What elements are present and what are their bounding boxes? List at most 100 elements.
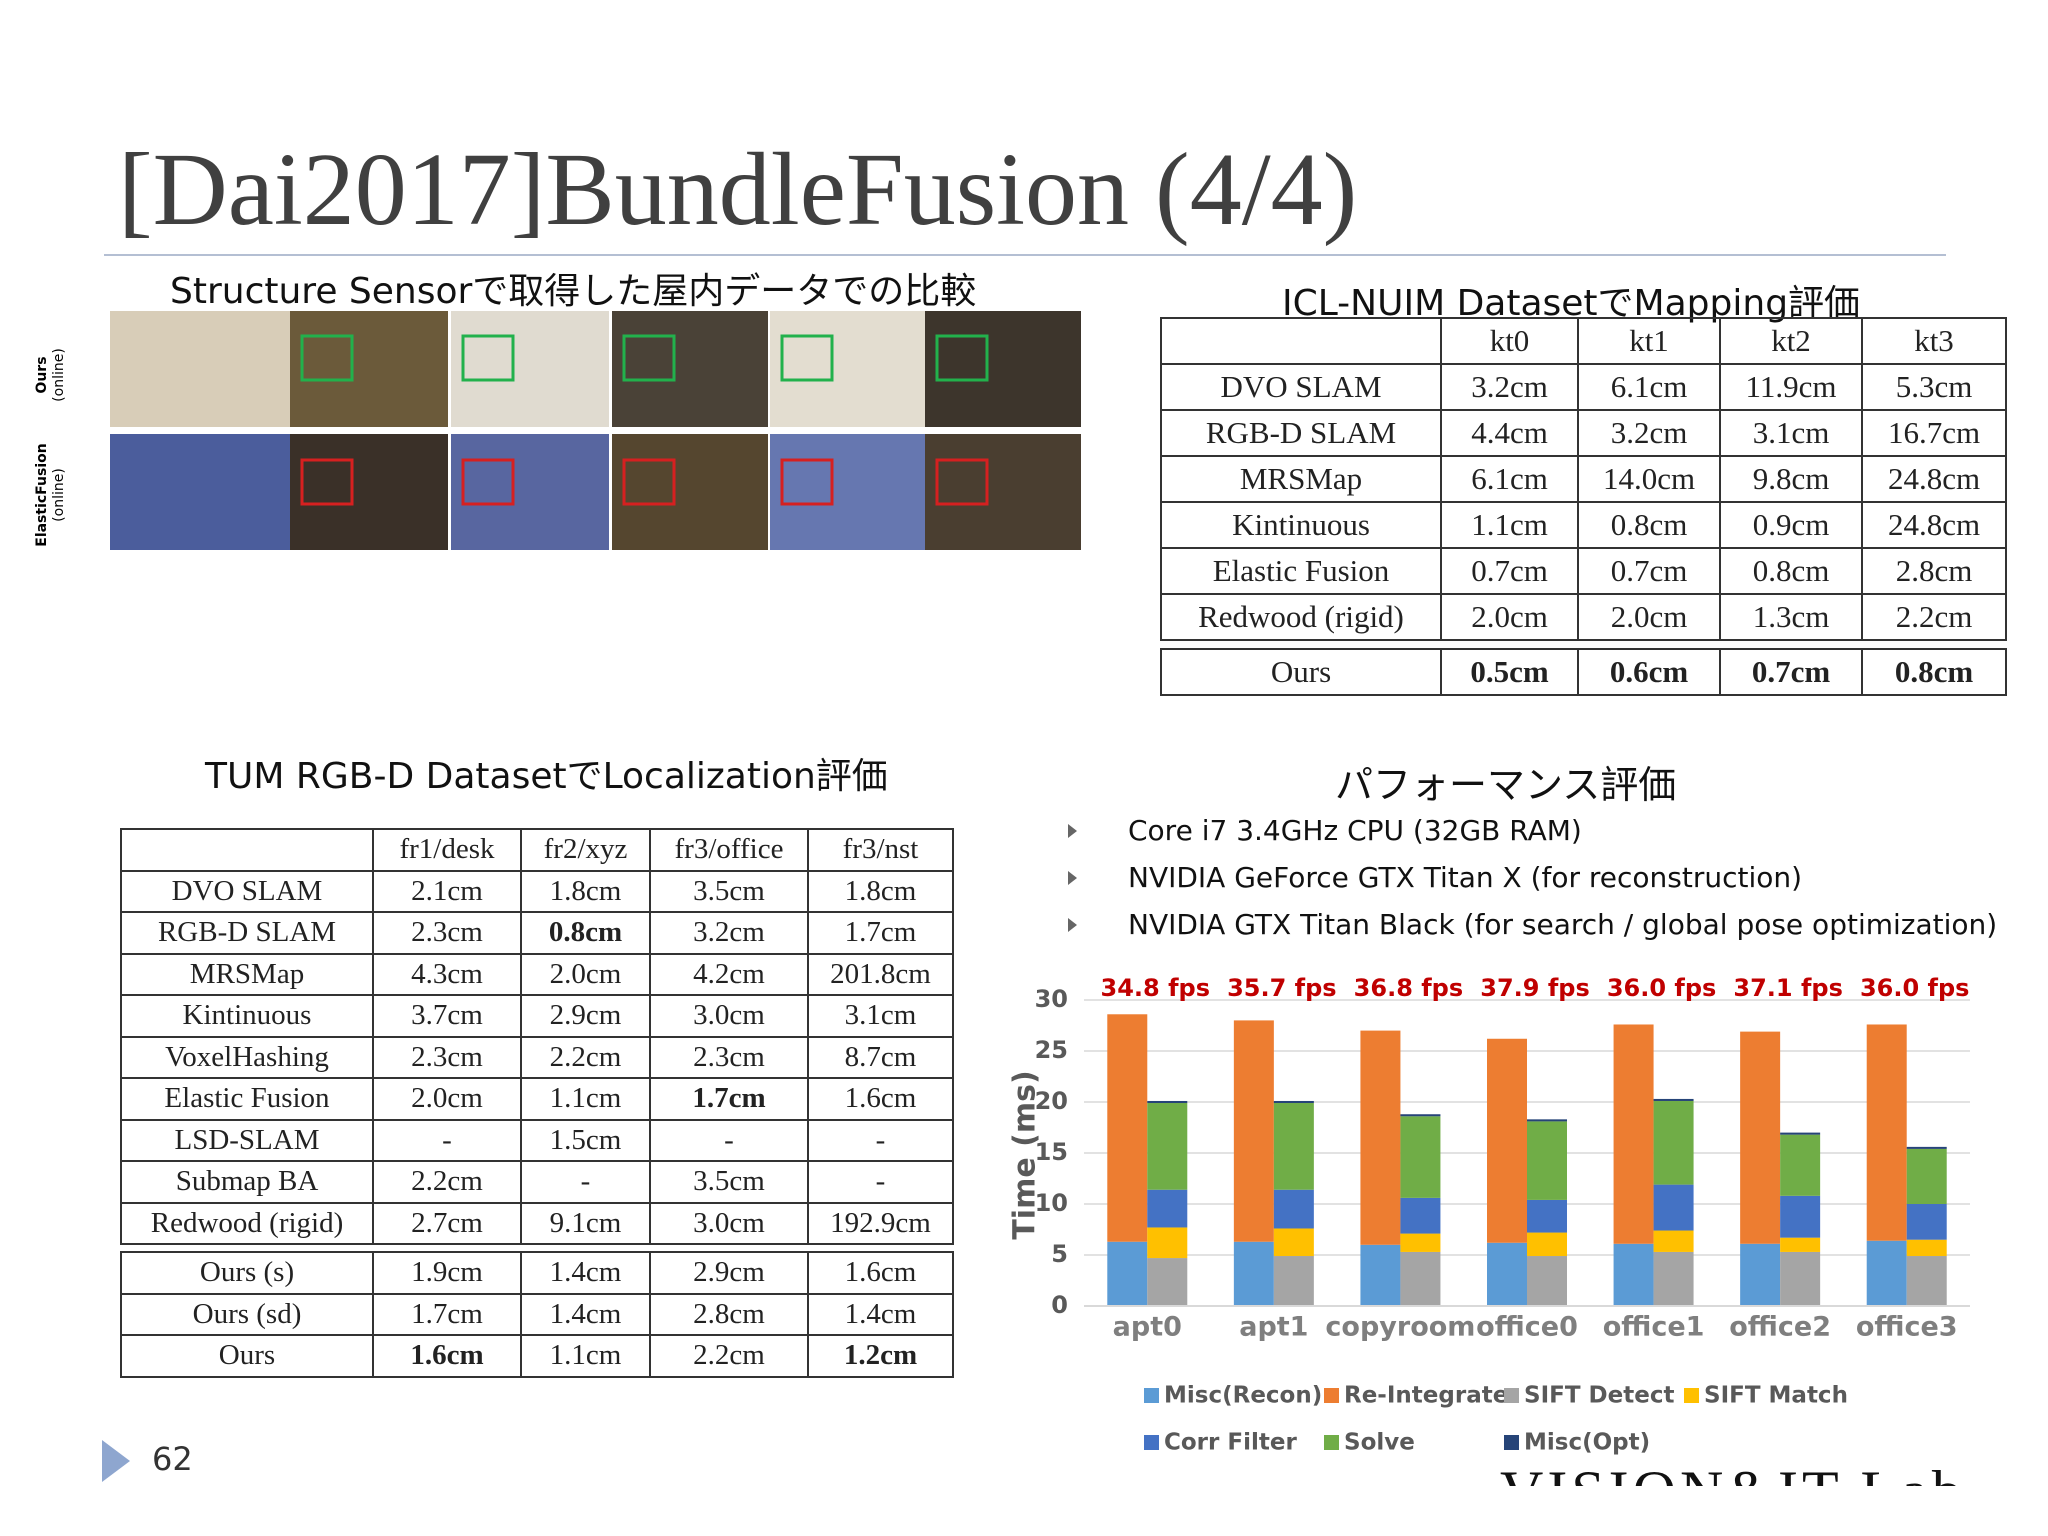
caption: Structure Sensorで取得した屋内データでの比較 bbox=[170, 271, 977, 312]
bar-segment bbox=[1233, 1020, 1274, 1242]
highlight-box bbox=[461, 334, 515, 382]
row-label: DVO SLAM bbox=[1160, 363, 1442, 411]
bar-segment bbox=[1487, 1242, 1527, 1306]
annotation: 37.9 fps bbox=[1480, 974, 1589, 1002]
cell: 0.5cm bbox=[1440, 648, 1579, 696]
legend-label: Corr Filter bbox=[1164, 1430, 1297, 1456]
image-bottom bbox=[925, 434, 1081, 550]
bar-segment bbox=[1273, 1103, 1314, 1190]
cell: 1.5cm bbox=[520, 1118, 651, 1162]
slide-title: [Dai2017]BundleFusion (4/4) bbox=[118, 132, 1358, 247]
bar-segment bbox=[1780, 1251, 1821, 1306]
table: Ours (s) 1.9cm 1.4cm 2.9cm 1.6cm Ours (sd) 1.7… bbox=[120, 1251, 954, 1378]
y-tick-label: 25 bbox=[1035, 1036, 1068, 1064]
cell: 2.8cm bbox=[1861, 547, 2007, 595]
bar-segment bbox=[1273, 1100, 1314, 1104]
legend-swatch bbox=[1324, 1435, 1339, 1450]
cell: 1.3cm bbox=[1719, 593, 1863, 641]
legend-swatch bbox=[1144, 1435, 1159, 1450]
x-tick-label: apt0 bbox=[1113, 1312, 1182, 1343]
highlight-box bbox=[935, 458, 989, 506]
bar-segment bbox=[1273, 1228, 1314, 1257]
cell: 4.4cm bbox=[1440, 409, 1579, 457]
legend-swatch bbox=[1504, 1435, 1519, 1450]
table-row: DVO SLAM 2.1cm 1.8cm 3.5cm 1.8cm bbox=[120, 869, 954, 913]
cell: 192.9cm bbox=[807, 1201, 954, 1245]
bar-segment bbox=[1487, 1038, 1527, 1243]
x-tick-label: copyroom bbox=[1325, 1312, 1475, 1343]
table-row: Ours 0.5cm 0.6cm 0.7cm 0.8cm bbox=[1160, 648, 2007, 696]
y-tick-label: 15 bbox=[1035, 1138, 1068, 1166]
annotation: 37.1 fps bbox=[1733, 974, 1842, 1002]
cell: 0.6cm bbox=[1577, 648, 1721, 696]
highlight-box bbox=[300, 334, 354, 382]
bar-segment bbox=[1527, 1199, 1567, 1233]
legend-swatch bbox=[1144, 1388, 1159, 1403]
image-top bbox=[110, 311, 290, 427]
cell: 1.7cm bbox=[807, 911, 954, 955]
cell: 3.2cm bbox=[649, 911, 809, 955]
legend-swatch bbox=[1504, 1388, 1519, 1403]
title-rule bbox=[104, 254, 1946, 256]
table-row: Submap BA 2.2cm -3.5cm - bbox=[120, 1160, 954, 1204]
row-label: Redwood (rigid) bbox=[1160, 593, 1442, 641]
cell: 2.0cm bbox=[372, 1077, 522, 1121]
cell: - bbox=[807, 1160, 954, 1204]
page-number: 62 bbox=[152, 1440, 193, 1478]
row-label: MRSMap bbox=[120, 952, 374, 996]
bar-segment bbox=[1906, 1256, 1947, 1306]
table-row: Ours (sd) 1.7cm 1.4cm 2.8cm 1.4cm bbox=[120, 1292, 954, 1336]
bar-segment bbox=[1400, 1114, 1441, 1117]
bar-segment bbox=[1613, 1024, 1654, 1244]
bar-segment bbox=[1400, 1116, 1441, 1198]
y-tick-label: 20 bbox=[1035, 1087, 1068, 1115]
cell: - bbox=[807, 1118, 954, 1162]
cell: 2.9cm bbox=[649, 1251, 809, 1295]
bar-segment bbox=[1740, 1243, 1781, 1306]
row-label: RGB-D SLAM bbox=[120, 911, 374, 955]
cell: 4.3cm bbox=[372, 952, 522, 996]
cell: 3.2cm bbox=[1577, 409, 1721, 457]
corner-cell bbox=[1160, 317, 1442, 365]
image-top bbox=[451, 311, 609, 427]
cell: 8.7cm bbox=[807, 1035, 954, 1079]
row-label: Kintinuous bbox=[120, 994, 374, 1038]
cell: 16.7cm bbox=[1861, 409, 2007, 457]
row-label: Ours (s) bbox=[120, 1251, 374, 1295]
cell: 2.2cm bbox=[372, 1160, 522, 1204]
cell: 0.9cm bbox=[1719, 501, 1863, 549]
cell: 1.8cm bbox=[807, 869, 954, 913]
x-tick-label: apt1 bbox=[1239, 1312, 1308, 1343]
legend-swatch bbox=[1684, 1388, 1699, 1403]
cell: 1.9cm bbox=[372, 1251, 522, 1295]
bar-segment bbox=[1400, 1233, 1441, 1252]
cell: 3.5cm bbox=[649, 869, 809, 913]
cell: 1.6cm bbox=[372, 1334, 522, 1378]
bullet-text: NVIDIA GeForce GTX Titan X (for reconstr… bbox=[1128, 861, 1803, 894]
cell: 3.2cm bbox=[1440, 363, 1579, 411]
column-header: kt3 bbox=[1861, 317, 2007, 365]
legend-swatch bbox=[1324, 1388, 1339, 1403]
image-bottom bbox=[451, 434, 609, 550]
cell: 1.4cm bbox=[520, 1251, 651, 1295]
x-tick-label: office2 bbox=[1729, 1312, 1831, 1343]
cell: 201.8cm bbox=[807, 952, 954, 996]
cell: 2.0cm bbox=[1440, 593, 1579, 641]
header-row: fr1/desk fr2/xyz fr3/office fr3/nst bbox=[120, 828, 954, 872]
header-row: kt0 kt1 kt2 kt3 bbox=[1160, 317, 2007, 365]
legend-label: SIFT Detect bbox=[1524, 1383, 1674, 1409]
bar-segment bbox=[1527, 1119, 1567, 1122]
x-tick-label: office3 bbox=[1856, 1312, 1958, 1343]
legend-label: Misc(Opt) bbox=[1524, 1430, 1650, 1456]
table-row: Kintinuous 3.7cm 2.9cm 3.0cm 3.1cm bbox=[120, 994, 954, 1038]
legend-label: Misc(Recon) bbox=[1164, 1383, 1322, 1409]
bar-segment bbox=[1780, 1195, 1821, 1238]
cell: 14.0cm bbox=[1577, 455, 1721, 503]
bar-segment bbox=[1147, 1227, 1188, 1259]
annotation: 36.0 fps bbox=[1607, 974, 1716, 1002]
cell: 2.2cm bbox=[520, 1035, 651, 1079]
row-label: RGB-D SLAM bbox=[1160, 409, 1442, 457]
cell: 2.3cm bbox=[649, 1035, 809, 1079]
table-row: VoxelHashing 2.3cm 2.2cm 2.3cm 8.7cm bbox=[120, 1035, 954, 1079]
cell: 0.8cm bbox=[1719, 547, 1863, 595]
